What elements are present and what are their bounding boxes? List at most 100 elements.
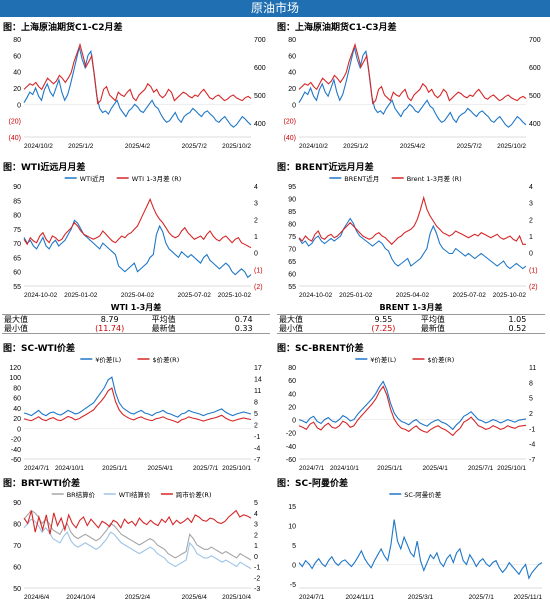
y-left-tick-label: 20 [13, 416, 21, 423]
y-left-tick-label: 80 [13, 37, 21, 44]
legend-label: WTI 1-3月差 (R) [132, 174, 182, 183]
y-left-tick-label: -20 [286, 431, 296, 438]
series-line-1 [24, 220, 251, 277]
y-right-tick-label: 1 [529, 234, 533, 241]
series-line-2 [24, 388, 251, 423]
series-line-2 [24, 199, 251, 247]
y-left-tick-label: 0 [292, 102, 296, 109]
y-right-tick-label: 0 [529, 251, 533, 258]
x-tick-label: 2025/2/4 [125, 594, 151, 601]
stat-value: 8.79 [70, 315, 150, 325]
stat-value: 1.05 [490, 315, 545, 325]
y-right-tick-label: 2 [254, 532, 258, 539]
y-left-tick-label: 70 [13, 543, 21, 550]
y-left-tick-label: (40) [284, 135, 296, 142]
y-right-tick-label: -1 [254, 434, 260, 441]
chart-p4: 95 90 85 80 75 70 65 60 55 4 3 2 1 0 (1) (2) 2024-10-02 2… [275, 172, 548, 300]
y-right-tick-label: -4 [529, 442, 535, 449]
y-left-tick-label: 80 [13, 522, 21, 529]
y-right-tick-label: 11 [529, 365, 536, 372]
x-tick-label: 2024/10/2 [24, 143, 53, 150]
legend-label: ¥价差(L) [370, 355, 396, 364]
x-tick-label: 2025-07-02 [178, 292, 212, 299]
chart-p2: 80 60 40 20 0 (20) (40) 700 600 500 400 2024/10/2 20… [275, 33, 548, 151]
y-right-tick-label: 5 [529, 396, 533, 403]
y-right-tick-label: -3 [254, 586, 260, 593]
y-right-tick-label: 400 [254, 121, 266, 128]
y-left-tick-label: 85 [13, 198, 21, 205]
legend-label: $价差(R) [153, 355, 180, 364]
x-tick-label: 2025/6/4 [182, 594, 208, 601]
y-left-tick-label: -40 [11, 447, 21, 454]
stat-label: 最小值 [277, 324, 348, 334]
y-left-tick-label: 80 [288, 222, 296, 229]
x-tick-label: 2025-10-02 [218, 292, 252, 299]
x-tick-label: 2025-04-02 [121, 292, 155, 299]
series-line-1 [299, 520, 542, 579]
stats-table-brent: BRENT 1-3月差 最大值 9.55 平均值 1.05 最小值 (7.25)… [277, 302, 545, 334]
x-tick-label: 2025/3/1 [408, 594, 434, 601]
y-right-tick-label: 700 [529, 37, 541, 44]
panel-title-p1: 图：上海原油期货C1-C2月差 [3, 20, 122, 33]
legend-label: $价差(R) [428, 355, 455, 364]
y-left-tick-label: 0 [292, 418, 296, 425]
y-left-tick-label: 90 [288, 197, 296, 204]
y-right-tick-label: (2) [254, 284, 263, 291]
legend-label: SC-阿曼价差 [404, 490, 442, 499]
y-right-tick-label: 14 [254, 377, 262, 384]
series-line-2 [299, 45, 526, 104]
series-line-1 [24, 377, 251, 417]
y-left-tick-label: 60 [288, 272, 296, 279]
y-left-tick-label: 20 [13, 86, 21, 93]
chart-p6: 80 60 40 20 0 -20 -40 -60 11 8 5 2 -1 -4 -7 2024/7/1 202… [275, 353, 548, 473]
y-left-tick-label: (40) [9, 135, 21, 142]
x-tick-label: 2024/6/4 [24, 594, 50, 601]
y-left-tick-label: 80 [13, 213, 21, 220]
y-left-tick-label: 40 [288, 70, 296, 77]
stats-title-brent: BRENT 1-3月差 [277, 302, 545, 314]
y-right-tick-label: -1 [254, 565, 260, 572]
series-line-2 [24, 45, 251, 104]
x-tick-label: 2024/7/1 [24, 465, 50, 472]
chart-p5: 120 100 80 60 40 20 0 -20 -40 -60 17 14 11 8 5 2 -1 -4 -7 2… [0, 353, 273, 473]
x-tick-label: 2025/7/2 [457, 143, 483, 150]
x-tick-label: 2025-10-02 [493, 292, 527, 299]
y-right-tick-label: 500 [254, 93, 266, 100]
y-left-tick-label: 60 [13, 396, 21, 403]
x-tick-label: 2025/10/2 [222, 143, 251, 150]
stat-value: 9.55 [348, 315, 419, 325]
x-tick-label: 2025-07-02 [453, 292, 487, 299]
y-left-tick-label: 0 [17, 102, 21, 109]
x-tick-label: 2025/10/2 [497, 143, 526, 150]
y-right-tick-label: -1 [529, 426, 535, 433]
x-tick-label: 2025/1/2 [68, 143, 94, 150]
y-right-tick-label: 2 [254, 217, 258, 224]
y-left-tick-label: 5 [292, 543, 296, 550]
x-tick-label: 2024/10/1 [330, 465, 359, 472]
y-left-tick-label: 95 [288, 184, 296, 191]
stat-value: 0.74 [217, 315, 270, 325]
panel-title-p2: 图：上海原油期货C1-C3月差 [277, 20, 396, 33]
y-left-tick-label: 40 [288, 391, 296, 398]
y-right-tick-label: 5 [254, 411, 258, 418]
x-tick-label: 2025/1/1 [377, 465, 403, 472]
series-line-1 [24, 47, 251, 127]
x-tick-label: 2025/7/1 [469, 594, 495, 601]
y-right-tick-label: 3 [254, 522, 258, 529]
stat-value: 0.52 [490, 324, 545, 334]
x-tick-label: 2024-10-02 [299, 292, 333, 299]
y-right-tick-label: 8 [254, 400, 258, 407]
y-left-tick-label: -60 [11, 457, 21, 464]
stat-label: 最新值 [150, 324, 218, 334]
y-right-tick-label: 1 [254, 543, 258, 550]
y-right-tick-label: -4 [254, 446, 260, 453]
x-tick-label: 2025/1/1 [102, 465, 128, 472]
y-right-tick-label: 3 [254, 201, 258, 208]
y-right-tick-label: 3 [529, 201, 533, 208]
y-left-tick-label: 0 [17, 426, 21, 433]
legend-label: WTI结算价 [119, 490, 151, 499]
y-right-tick-label: 1 [254, 234, 258, 241]
y-left-tick-label: 60 [288, 378, 296, 385]
y-right-tick-label: 0 [254, 251, 258, 258]
y-right-tick-label: 17 [254, 365, 262, 372]
